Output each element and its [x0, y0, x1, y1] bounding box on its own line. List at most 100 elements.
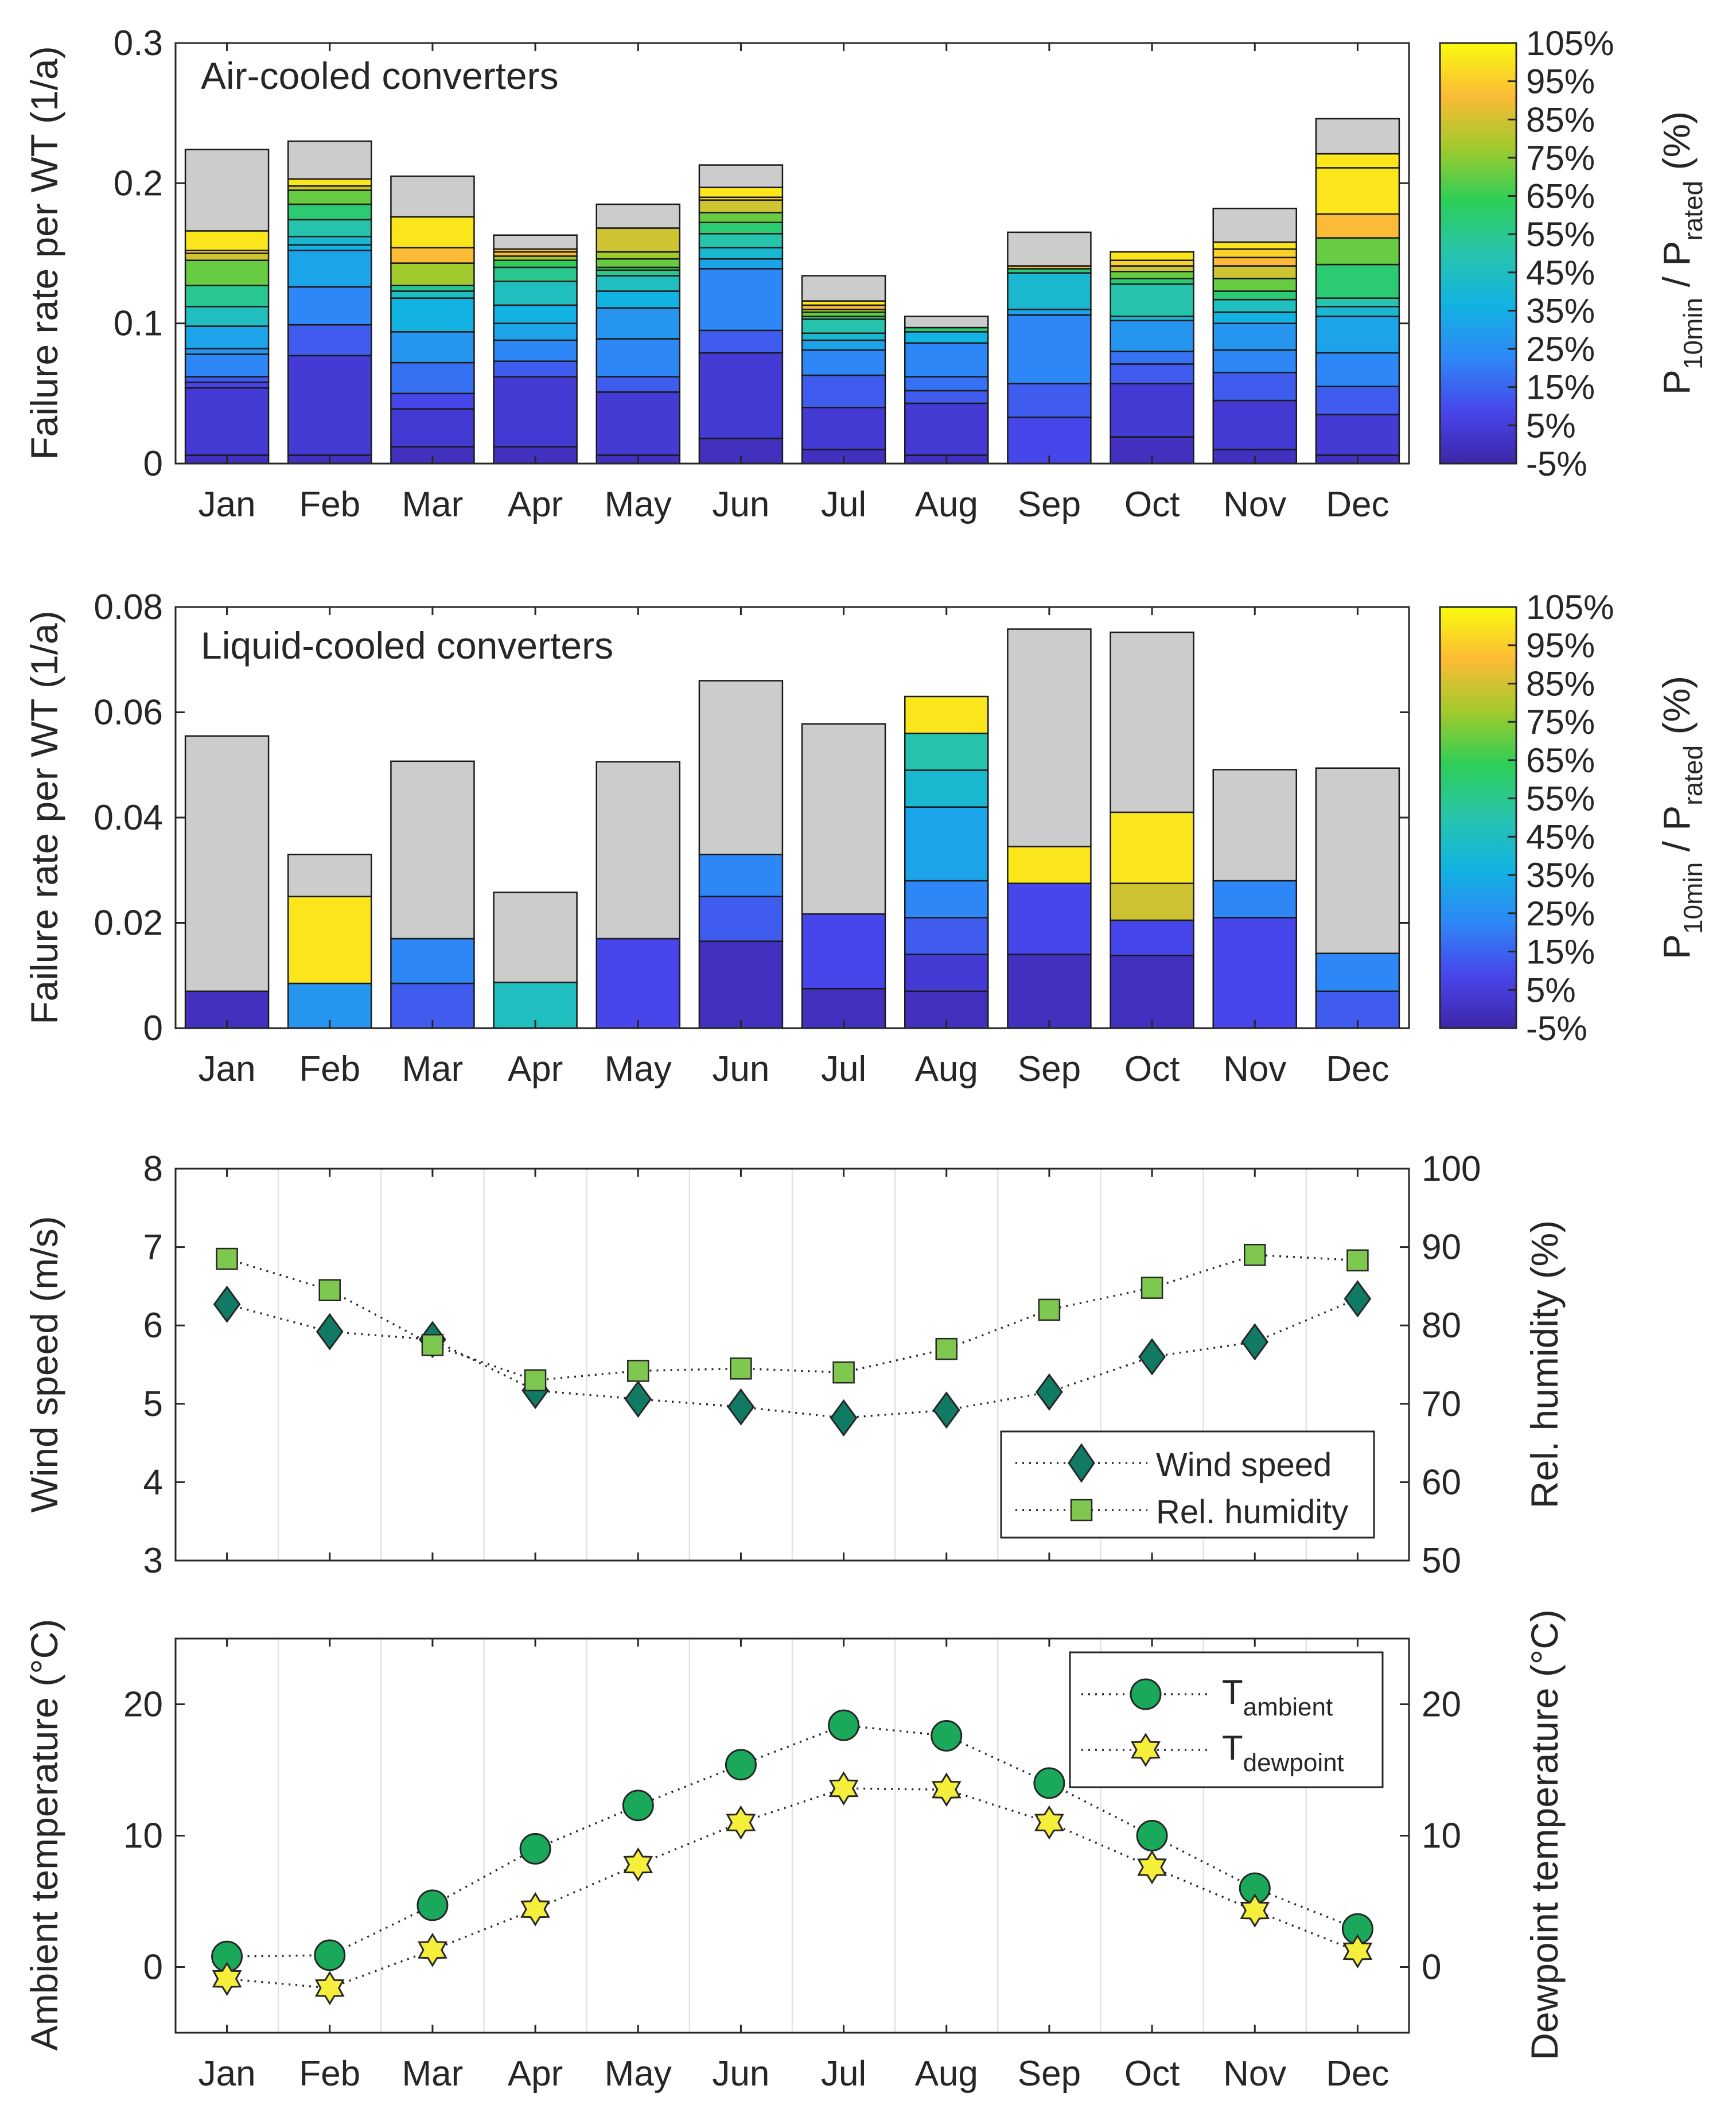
liquid-colorbar-tick-label: 75%	[1526, 703, 1595, 741]
air-x-tick-label: Sep	[1018, 485, 1081, 524]
liquid-colorbar-tick-label: 25%	[1526, 894, 1595, 933]
air-colorbar-tick-label: 75%	[1526, 139, 1595, 177]
dewpoint-temperature-point	[417, 1932, 447, 1967]
humidity-legend-marker	[1070, 1499, 1093, 1522]
air-bar-segment-feb	[287, 250, 372, 288]
liquid-x-tick-label: Apr	[508, 1049, 563, 1089]
dewpoint-temperature-point	[623, 1847, 653, 1882]
liquid-bar-segment-aug	[904, 695, 989, 734]
air-bar-segment-jan	[184, 387, 270, 456]
wind-speedpoint	[213, 1285, 241, 1323]
air-bar-segment-nov	[1212, 349, 1297, 373]
ambient-temperature-point	[1033, 1767, 1065, 1799]
liquid-bar-segment-aug	[904, 806, 989, 882]
air-bar-segment-sep	[1007, 308, 1092, 316]
liquid-bar-segment-sep	[1007, 954, 1092, 1029]
air-bar-segment-apr	[493, 322, 578, 341]
ambient-temperature-point	[828, 1709, 860, 1741]
ambient-temperature-point	[931, 1719, 963, 1752]
liquid-bar-segment-aug	[904, 769, 989, 808]
air-bar-segment-feb	[287, 203, 372, 221]
ambient-temperature-point	[725, 1749, 757, 1781]
wind-speed-legend-label: Wind speed	[1156, 1446, 1332, 1484]
wind-y-tick-label: 8	[143, 1149, 163, 1189]
ambient-temperature-point	[314, 1939, 346, 1971]
dewpoint-legend-marker	[1131, 1733, 1161, 1767]
air-colorbar-tick-label: 55%	[1526, 215, 1595, 254]
air-bar-segment-mar	[390, 297, 475, 333]
dewpoint-y-tick-label: 10	[1422, 1816, 1461, 1856]
dewpoint-y-tick-label: 20	[1422, 1685, 1461, 1725]
wind-y-tick-label: 6	[143, 1306, 163, 1345]
air-bar-segment-apr	[493, 259, 578, 269]
dewpoint-temperature-point	[1137, 1850, 1167, 1885]
liquid-bar-segment-oct	[1110, 811, 1194, 884]
air-bar-segment-aug	[904, 331, 989, 344]
dewpoint-y-tick-label: 0	[1422, 1948, 1441, 1987]
air-bar-segment-jun	[698, 329, 784, 354]
liquid-colorbar-tick-label: 65%	[1526, 741, 1595, 780]
liquid-bar-segment-mar	[390, 760, 475, 940]
air-bar-segment-mar	[390, 175, 475, 218]
ambient-temperature-axis-label: Ambient temperature (°C)	[23, 1619, 65, 2051]
air-bar-segment-may	[595, 258, 680, 269]
air-x-tick-label: Nov	[1223, 485, 1286, 524]
liquid-bar-segment-oct	[1110, 955, 1194, 1029]
air-bar-segment-feb	[287, 140, 372, 180]
ambient-y-tick-label: 10	[123, 1816, 163, 1856]
air-bar-segment-oct	[1110, 320, 1194, 352]
liquid-bar-segment-jun	[698, 680, 784, 855]
humidity-axis-label: Rel. humidity (%)	[1523, 1220, 1566, 1508]
air-bar-segment-jun	[698, 164, 784, 188]
air-bar-segment-jul	[801, 339, 886, 351]
liquid-y-tick-label: 0.02	[94, 904, 163, 943]
air-bar-segment-dec	[1315, 213, 1400, 239]
air-x-tick-label: Oct	[1124, 485, 1180, 524]
air-x-tick-label: Feb	[299, 485, 360, 524]
air-bar-segment-dec	[1315, 237, 1400, 266]
air-bar-segment-jan	[184, 353, 270, 378]
air-bar-segment-nov	[1212, 278, 1297, 292]
air-bar-segment-oct	[1110, 383, 1194, 438]
air-bar-segment-dec	[1315, 297, 1400, 308]
liquid-bar-segment-aug	[904, 880, 989, 919]
air-bar-segment-jul	[801, 275, 886, 302]
liquid-bar-segment-oct	[1110, 919, 1194, 956]
air-bar-segment-jan	[184, 325, 270, 349]
air-bar-segment-jun	[698, 352, 784, 439]
air-bar-segment-nov	[1212, 311, 1297, 324]
wind-speedpoint	[1241, 1323, 1269, 1361]
air-bar-segment-jun	[698, 212, 784, 223]
air-bar-segment-jun	[698, 233, 784, 248]
wind-speedpoint	[316, 1313, 344, 1351]
air-x-tick-label: Mar	[402, 485, 464, 524]
air-bar-segment-jan	[184, 376, 270, 383]
humidity-y-tick-label: 50	[1422, 1541, 1461, 1581]
air-bar-segment-may	[595, 269, 680, 277]
air-bar-segment-aug	[904, 376, 989, 392]
wind-humidity-plot-frame	[174, 1168, 1410, 1562]
humidity-y-tick-label: 100	[1422, 1149, 1481, 1189]
liquid-colorbar-tick-label: 55%	[1526, 780, 1595, 818]
air-bar-segment-aug	[904, 342, 989, 378]
rel-humiditypoint	[627, 1360, 649, 1382]
wind-speedpoint	[830, 1399, 858, 1437]
air-cooled-chart: 0 0.1 0.2 0.3 Jan Feb Mar Apr May Jun Jul Aug Sep Oc…	[23, 24, 1708, 524]
air-bar-segment-nov	[1212, 322, 1297, 351]
ambient-temperature-point	[1136, 1820, 1168, 1851]
wind-y-tick-label: 7	[143, 1228, 163, 1267]
air-bar-segment-feb	[287, 235, 372, 246]
air-y-tick-label: 0.3	[114, 24, 163, 63]
air-bar-segment-oct	[1110, 363, 1194, 384]
wind-speedpoint	[1344, 1280, 1372, 1318]
air-bar-segment-feb	[287, 244, 372, 251]
air-bar-segment-aug	[904, 390, 989, 404]
air-bar-segment-mar	[390, 247, 475, 264]
dewpoint-temperature-point	[520, 1892, 551, 1927]
air-bar-segment-nov	[1212, 298, 1297, 313]
liquid-x-tick-label: Feb	[299, 1049, 360, 1089]
temperature-x-tick-label: May	[605, 2054, 672, 2094]
air-bar-segment-may	[595, 227, 680, 253]
air-bar-segment-aug	[904, 402, 989, 456]
